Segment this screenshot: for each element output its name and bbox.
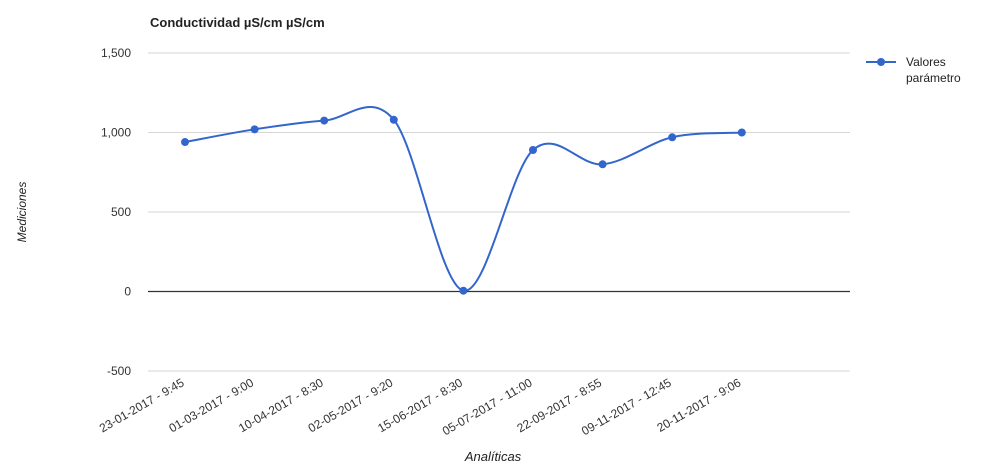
y-axis-label: Mediciones — [15, 182, 29, 243]
y-axis-ticks: 1,500 1,000 500 0 -500 — [101, 46, 131, 378]
series-line — [184, 106, 742, 292]
data-point[interactable] — [459, 286, 468, 295]
legend[interactable]: Valores parámetro — [866, 55, 961, 85]
legend-marker-icon — [877, 58, 885, 66]
chart-title: Conductividad µS/cm µS/cm — [150, 15, 325, 30]
data-point[interactable] — [598, 160, 607, 169]
series-layer — [181, 106, 746, 295]
data-point[interactable] — [737, 128, 746, 137]
y-tick-label: -500 — [107, 364, 131, 378]
gridlines — [148, 52, 850, 372]
y-tick-label: 500 — [111, 205, 131, 219]
legend-label-line: parámetro — [906, 71, 961, 85]
data-point[interactable] — [668, 133, 677, 142]
data-point[interactable] — [250, 125, 259, 134]
y-tick-label: 1,500 — [101, 46, 131, 60]
y-tick-label: 0 — [124, 285, 131, 299]
data-point[interactable] — [389, 115, 398, 124]
data-point[interactable] — [181, 138, 189, 147]
legend-label: Valores parámetro — [906, 55, 961, 85]
y-tick-label: 1,000 — [101, 126, 131, 140]
legend-label-line: Valores — [906, 55, 946, 69]
x-axis-label: Analíticas — [464, 449, 522, 464]
data-point[interactable] — [320, 116, 329, 125]
data-point[interactable] — [529, 145, 537, 154]
